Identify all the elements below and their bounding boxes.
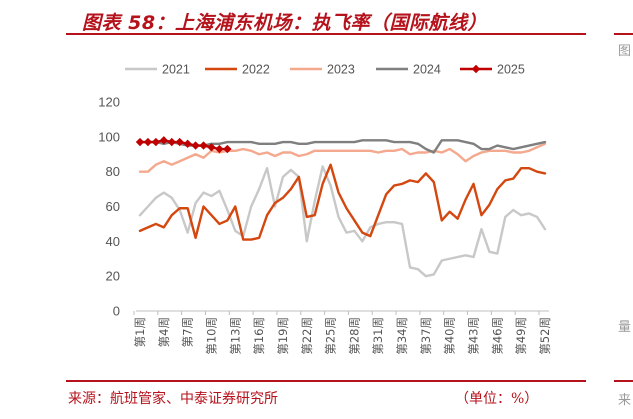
- y-tick-label: 100: [98, 129, 120, 144]
- y-tick-label: 60: [106, 199, 120, 214]
- y-tick-label: 40: [106, 234, 120, 249]
- series-point-2025: [175, 137, 184, 147]
- legend-label-2023: 2023: [327, 63, 355, 77]
- series-point-2025: [215, 144, 224, 154]
- adjacent-figure-fragment: 图: [618, 44, 632, 59]
- x-tick-label: 第28周: [347, 317, 361, 355]
- footer-rule: [66, 380, 586, 382]
- adjacent-title-rule: [614, 33, 633, 35]
- x-tick-label: 第10周: [204, 317, 218, 355]
- x-tick-label: 第31周: [371, 317, 385, 355]
- x-tick-label: 第16周: [252, 317, 266, 355]
- x-tick-label: 第13周: [228, 317, 242, 355]
- series-line-2021: [138, 165, 547, 278]
- x-tick-label: 第49周: [514, 317, 528, 355]
- unit-note: （单位：%）: [455, 391, 539, 407]
- legend-label-2025: 2025: [497, 63, 525, 77]
- x-tick-label: 第25周: [324, 317, 338, 355]
- source-note: 来源：航班管家、中泰证券研究所: [68, 391, 278, 407]
- y-tick-label: 120: [98, 95, 120, 110]
- adjacent-footer-rule: [614, 380, 633, 382]
- x-tick-label: 第34周: [395, 317, 409, 355]
- series-point-2025: [135, 137, 145, 147]
- title-rule: [66, 33, 586, 35]
- x-tick-label: 第1周: [133, 317, 147, 347]
- series-point-2025: [151, 137, 161, 147]
- series-point-2025: [143, 137, 153, 147]
- chart-axes: 0 20 40 60 80 100 120 第1周 第4周 第7周 第10周 第13周 第16周 第19周…: [98, 95, 552, 355]
- x-tick-label: 第22周: [300, 317, 314, 355]
- x-tick-label: 第46周: [490, 317, 504, 355]
- x-tick-label: 第4周: [157, 317, 171, 347]
- adjacent-figure-fragment: 量: [618, 320, 632, 335]
- legend-label-2021: 2021: [162, 63, 190, 77]
- x-tick-label: 第7周: [181, 317, 195, 347]
- series-point-2025: [207, 143, 216, 152]
- legend-marker-2025: [471, 64, 481, 74]
- series-line-2022: [138, 163, 547, 241]
- y-tick-label: 80: [106, 164, 120, 179]
- series-point-2025: [159, 136, 169, 145]
- series-point-2025: [199, 141, 208, 150]
- series-line-2024: [138, 139, 547, 154]
- legend-label-2022: 2022: [242, 63, 270, 77]
- x-tick-label: 第37周: [419, 317, 433, 355]
- legend-label-2024: 2024: [413, 63, 441, 77]
- y-tick-label: 0: [113, 304, 120, 319]
- chart-title: 图表 58：上海浦东机场：执飞率（国际航线）: [82, 12, 488, 34]
- x-tick-label: 第52周: [538, 317, 552, 355]
- series-point-2025: [191, 141, 200, 150]
- series-line-2023: [138, 142, 547, 173]
- series-point-2025: [167, 137, 176, 147]
- x-tick-label: 第19周: [276, 317, 290, 355]
- adjacent-figure-fragment: 来: [618, 393, 632, 408]
- y-tick-label: 20: [106, 269, 120, 284]
- chart-legend: 2021 2022 2023 2024 2025: [125, 63, 525, 77]
- series-point-2025: [183, 139, 192, 148]
- series-point-2025: [223, 144, 232, 154]
- chart-series: [135, 136, 547, 278]
- x-tick-label: 第40周: [443, 317, 457, 355]
- x-tick-label: 第43周: [467, 317, 481, 355]
